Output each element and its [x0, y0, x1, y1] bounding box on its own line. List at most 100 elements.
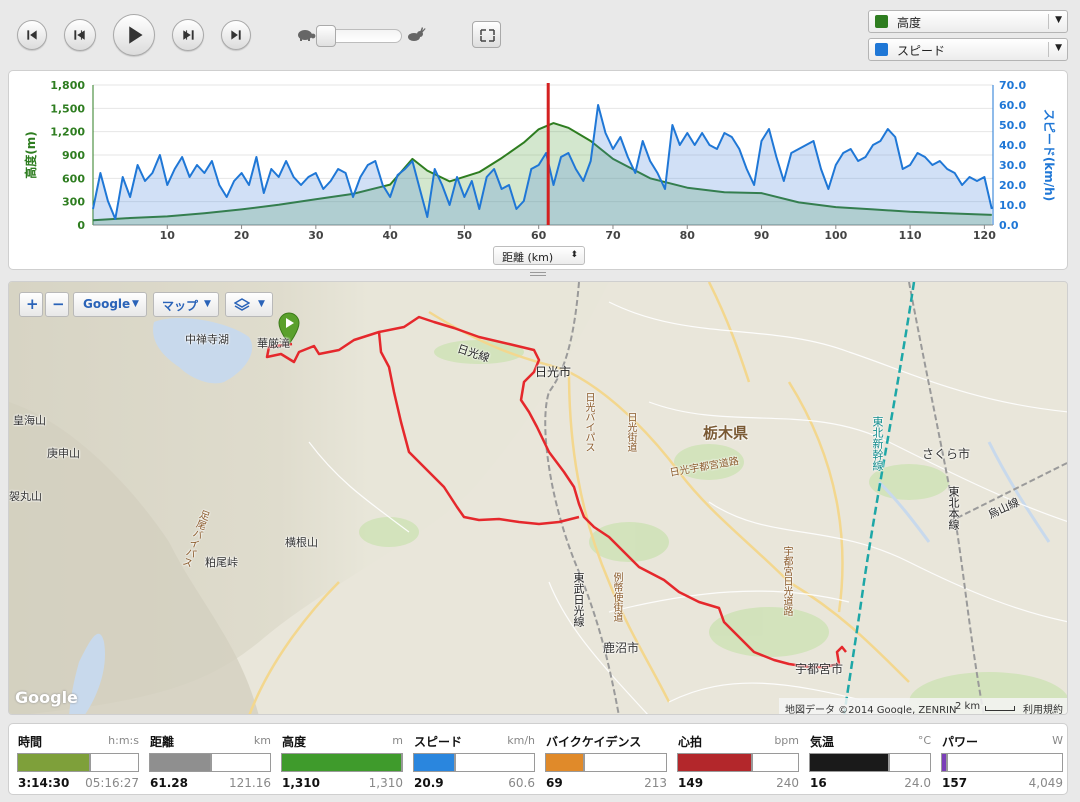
stat-progress-fill	[546, 754, 585, 771]
stat-progress-marker	[89, 754, 91, 771]
label-tohoku-main-line: 東北本線	[947, 486, 960, 530]
stat-tile: 距離 km 61.28 121.16	[149, 732, 271, 792]
map-scale-bar	[985, 706, 1015, 711]
stat-max-value: 240	[776, 776, 799, 790]
x-tick-label: 100	[824, 229, 847, 242]
label-tochigi-pref: 栃木県	[703, 424, 749, 442]
x-tick-label: 110	[899, 229, 922, 242]
label-kashiwao-pass: 粕尾峠	[205, 556, 238, 569]
x-tick-label: 120	[973, 229, 996, 242]
x-tick-label: 20	[234, 229, 250, 242]
turtle-icon	[298, 30, 316, 41]
stat-progress-marker	[583, 754, 586, 771]
map-provider-dropdown[interactable]: Google ▼	[73, 292, 147, 317]
left-tick-label: 600	[62, 172, 85, 185]
x-tick-label: 60	[531, 229, 547, 242]
x-tick-label: 50	[457, 229, 473, 242]
x-tick-label: 80	[680, 229, 696, 242]
x-tick-label: 10	[160, 229, 176, 242]
skip-to-end-button[interactable]	[221, 20, 251, 50]
label-yokone-mountain: 横根山	[285, 536, 318, 549]
label-kanuma-city: 鹿沼市	[603, 641, 640, 655]
stat-tile: 心拍 bpm 149 240	[677, 732, 799, 792]
elevation-line	[92, 122, 992, 222]
stat-unit: h:m:s	[108, 734, 139, 747]
left-tick-label: 1,200	[50, 126, 85, 139]
route-map[interactable]: + − Google ▼ マップ ▼ ▼ 中禅寺湖 華厳滝 日光線 日光市 栃木…	[8, 281, 1068, 715]
stat-unit: W	[1052, 734, 1063, 747]
left-tick-label: 1,800	[50, 79, 85, 92]
step-back-icon	[74, 30, 85, 40]
series1-dropdown[interactable]: 高度 ▼	[868, 10, 1068, 33]
speed-area	[93, 105, 992, 225]
step-back-button[interactable]	[64, 19, 96, 51]
chevron-down-icon: ▼	[204, 299, 211, 309]
stat-tile: 高度 m 1,310 1,310	[281, 732, 403, 792]
label-kegon: 華厳滝	[257, 337, 290, 350]
left-tick-label: 1,500	[50, 102, 85, 115]
resize-grip[interactable]	[530, 272, 546, 278]
map-type-dropdown[interactable]: マップ ▼	[153, 292, 219, 317]
stat-unit: bpm	[774, 734, 799, 747]
x-axis-select[interactable]: 距離 (km) ⬍	[493, 246, 585, 265]
x-axis-select-label: 距離 (km)	[502, 251, 554, 264]
map-canvas	[9, 282, 1067, 714]
series1-color-swatch	[875, 15, 888, 28]
stat-tile: パワー W 157 4,049	[941, 732, 1063, 792]
stat-progress-marker	[751, 754, 754, 771]
series2-dropdown[interactable]: スピード ▼	[868, 38, 1068, 61]
stat-name: 気温	[810, 735, 835, 749]
stat-progress-bar	[809, 753, 931, 772]
stat-tile: 気温 °C 16 24.0	[809, 732, 931, 792]
playback-speed-handle[interactable]	[316, 25, 336, 47]
rabbit-icon	[408, 27, 426, 41]
stat-max-value: 24.0	[904, 776, 931, 790]
chevron-down-icon: ▼	[1055, 43, 1062, 53]
stat-progress-marker	[453, 754, 456, 771]
stat-max-value: 4,049	[1028, 776, 1063, 790]
map-layers-button[interactable]: ▼	[225, 292, 273, 317]
map-type-label: マップ	[162, 299, 199, 313]
stat-name: 距離	[150, 735, 175, 749]
stat-name: 時間	[18, 735, 43, 749]
step-forward-icon	[183, 30, 194, 40]
stat-unit: km	[253, 734, 271, 747]
stat-progress-fill	[18, 754, 90, 771]
left-tick-label: 300	[62, 196, 85, 209]
skip-to-start-icon	[27, 30, 37, 40]
fullscreen-button[interactable]	[472, 21, 501, 48]
stat-progress-marker	[210, 754, 213, 771]
stat-unit: km/h	[507, 734, 535, 747]
updown-arrow-icon: ⬍	[570, 250, 578, 260]
skip-to-start-button[interactable]	[17, 20, 47, 50]
stat-max-value: 05:16:27	[85, 776, 139, 790]
x-tick-label: 90	[754, 229, 770, 242]
stat-tile: バイクケイデンス 69 213	[545, 732, 667, 792]
stat-name: 高度	[282, 735, 307, 749]
stat-name: パワー	[942, 735, 979, 749]
stat-progress-fill	[414, 754, 455, 771]
chevron-down-icon: ▼	[1055, 15, 1062, 25]
label-sokko-mountain: 庚申山	[47, 447, 80, 460]
right-tick-label: 30.0	[999, 159, 1026, 172]
step-forward-button[interactable]	[172, 19, 204, 51]
stat-progress-marker	[945, 754, 948, 771]
label-utsunomiya-road: 宇都宮日光道路	[781, 546, 792, 616]
right-axis-title: スピード(km/h)	[1042, 109, 1056, 201]
layers-icon	[234, 298, 250, 311]
map-terms-link[interactable]: 利用規約	[1023, 705, 1063, 715]
label-reiheishi-kaido: 例幣使街道	[611, 572, 622, 622]
right-tick-label: 10.0	[999, 199, 1026, 212]
profile-chart[interactable]: 0 300 600 900 1,200 1,500 1,800 0.0 10.0 20.0 30.0…	[9, 71, 1069, 271]
zoom-out-button[interactable]: −	[45, 292, 69, 317]
zoom-in-button[interactable]: +	[19, 292, 43, 317]
stat-max-value: 60.6	[508, 776, 535, 790]
label-nikko-bypass: 日光バイパス	[583, 392, 594, 452]
stat-current-value: 149	[678, 776, 704, 790]
zoom-out-label: −	[52, 295, 65, 313]
play-button[interactable]	[113, 14, 155, 56]
left-axis-title: 高度(m)	[23, 131, 38, 178]
x-tick-label: 70	[605, 229, 621, 242]
start-marker-icon[interactable]	[277, 311, 301, 345]
playback-toolbar: 高度 ▼ スピード ▼	[0, 0, 1080, 70]
